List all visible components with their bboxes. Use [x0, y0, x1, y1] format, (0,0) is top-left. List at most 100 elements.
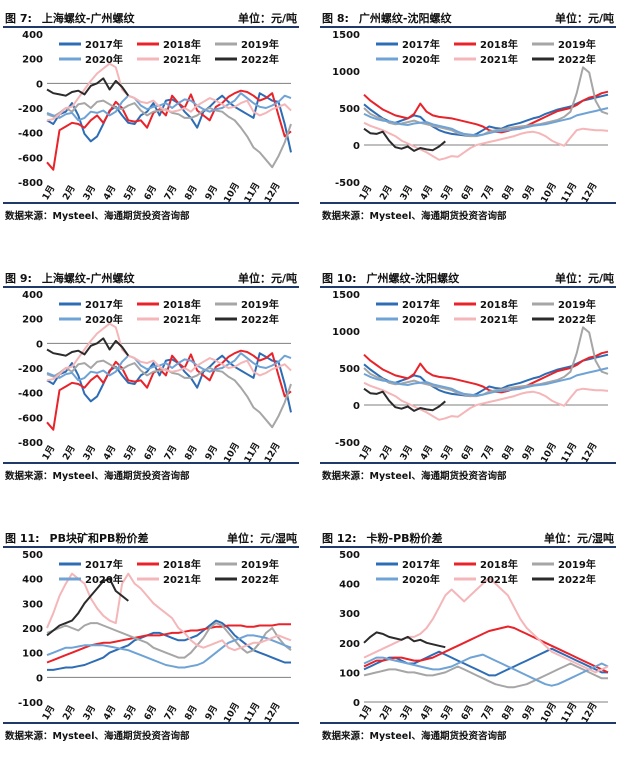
unit-label: 单位：元/吨 — [237, 272, 297, 285]
series-line-2021年 — [46, 572, 292, 652]
y-tick-label: -400 — [18, 389, 43, 400]
figure-title: 图 11: PB块矿和PB粉价差 — [5, 532, 149, 545]
series-line-2020年 — [363, 367, 609, 397]
legend-label: 2018年 — [480, 38, 518, 51]
source-note: 数据来源：Mysteel、海通期货投资咨询部 — [322, 211, 507, 222]
top-rule — [320, 286, 616, 288]
y-tick-label: 1500 — [332, 290, 360, 301]
x-tick-label: 9月 — [203, 183, 220, 202]
legend-label: 2022年 — [558, 573, 596, 586]
source-note: 数据来源：Mysteel、海通期货投资咨询部 — [5, 731, 190, 742]
series-line-2020年 — [46, 92, 292, 122]
x-tick-label: 12月 — [579, 441, 599, 464]
y-tick-label: -200 — [18, 104, 43, 115]
y-tick-label: 0 — [36, 673, 43, 684]
x-tick-label: 2月 — [378, 443, 395, 462]
x-tick-label: 4月 — [418, 183, 435, 202]
legend-label: 2021年 — [480, 573, 518, 586]
x-tick-label: 11月 — [242, 701, 262, 724]
y-tick-label: 100 — [339, 668, 360, 679]
series-line-2019年 — [46, 622, 292, 659]
x-tick-label: 8月 — [500, 183, 517, 202]
chart-panel-7: 图 7: 上海螺纹-广州螺纹 单位：元/吨 400 200 0 -200 -400 -600… — [3, 8, 299, 230]
x-tick-label: 10月 — [539, 701, 559, 724]
legend-label: 2022年 — [241, 573, 279, 586]
series-line-2020年 — [363, 653, 609, 687]
figure-title: 图 7: 上海螺纹-广州螺纹 — [5, 12, 135, 25]
x-tick-label: 11月 — [559, 441, 579, 464]
x-tick-label: 2月 — [61, 703, 78, 722]
series-line-2020年 — [363, 107, 609, 137]
series-line-2020年 — [46, 352, 292, 382]
legend-label: 2019年 — [558, 38, 596, 51]
series-line-2022年 — [46, 577, 129, 637]
legend-label: 2017年 — [85, 298, 123, 311]
y-tick-label: 200 — [22, 624, 43, 635]
unit-label: 单位：元/吨 — [237, 12, 297, 25]
x-tick-label: 7月 — [162, 183, 179, 202]
top-rule — [3, 26, 299, 28]
x-tick-label: 9月 — [520, 703, 537, 722]
y-tick-label: -500 — [335, 178, 360, 189]
y-tick-label: -100 — [18, 698, 43, 709]
series-line-2020年 — [46, 634, 292, 669]
y-tick-label: -400 — [18, 129, 43, 140]
unit-label: 单位：元/湿吨 — [543, 532, 614, 545]
chart-panel-12: 图 12: 卡粉-PB粉价差 单位：元/湿吨 500 400 300 200 100 0 1月… — [320, 528, 616, 750]
legend-label: 2021年 — [480, 313, 518, 326]
x-tick-label: 12月 — [262, 441, 282, 464]
legend-label: 2017年 — [402, 298, 440, 311]
x-tick-label: 6月 — [142, 183, 159, 202]
legend-label: 2021年 — [163, 53, 201, 66]
top-rule — [320, 546, 616, 548]
x-tick-label: 9月 — [203, 703, 220, 722]
series-line-2018年 — [363, 350, 609, 394]
figure-title: 图 9: 上海螺纹-广州螺纹 — [5, 272, 135, 285]
series-line-2021年 — [363, 381, 609, 421]
x-tick-label: 12月 — [579, 701, 599, 724]
y-tick-label: -800 — [18, 438, 43, 449]
y-tick-label: 400 — [22, 30, 43, 41]
x-tick-label: 2月 — [378, 183, 395, 202]
legend-label: 2020年 — [402, 313, 440, 326]
y-tick-label: 0 — [353, 401, 360, 412]
series-line-2022年 — [363, 631, 446, 649]
series-line-2017年 — [363, 93, 609, 138]
legend-label: 2017年 — [85, 558, 123, 571]
chart-panel-9: 图 9: 上海螺纹-广州螺纹 单位：元/吨 400 200 0 -200 -400 -600… — [3, 268, 299, 490]
legend-label: 2022年 — [558, 313, 596, 326]
series-line-2017年 — [363, 353, 609, 398]
x-tick-label: 11月 — [242, 441, 262, 464]
x-tick-label: 5月 — [122, 703, 139, 722]
legend-label: 2020年 — [85, 313, 123, 326]
series-line-2018年 — [363, 90, 609, 134]
x-tick-label: 5月 — [439, 183, 456, 202]
legend-label: 2017年 — [402, 558, 440, 571]
x-tick-label: 5月 — [122, 443, 139, 462]
legend-label: 2018年 — [163, 298, 201, 311]
legend-label: 2019年 — [241, 298, 279, 311]
y-tick-label: 300 — [339, 609, 360, 620]
x-tick-label: 5月 — [439, 443, 456, 462]
x-tick-label: 7月 — [479, 183, 496, 202]
series-line-2017年 — [46, 352, 292, 413]
y-tick-label: 100 — [22, 649, 43, 660]
x-tick-label: 3月 — [81, 703, 98, 722]
x-tick-label: 10月 — [222, 701, 242, 724]
series-line-2022年 — [363, 387, 446, 412]
x-tick-label: 7月 — [162, 443, 179, 462]
x-tick-label: 9月 — [520, 443, 537, 462]
chart-panel-11: 图 11: PB块矿和PB粉价差 单位：元/湿吨 500 400 300 200 100 0… — [3, 528, 299, 750]
legend-label: 2018年 — [480, 558, 518, 571]
legend-label: 2020年 — [402, 573, 440, 586]
legend-label: 2021年 — [163, 313, 201, 326]
legend-label: 2019年 — [558, 558, 596, 571]
x-tick-label: 9月 — [203, 443, 220, 462]
legend-label: 2022年 — [241, 313, 279, 326]
x-tick-label: 12月 — [262, 701, 282, 724]
x-tick-label: 10月 — [222, 181, 242, 204]
y-tick-label: 400 — [22, 575, 43, 586]
x-tick-label: 6月 — [459, 703, 476, 722]
